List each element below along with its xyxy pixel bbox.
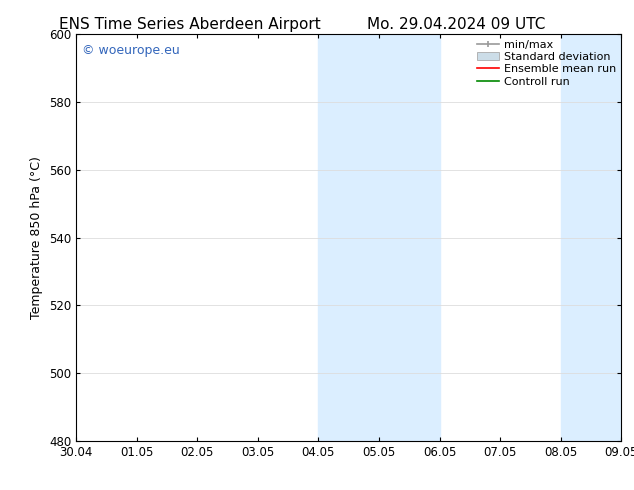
Bar [560,34,621,441]
Title: ENS Time Series Aberdeen Airport        Mo. 29.04.2024 09 UTC: ENS Time Series Aberdeen Airport Mo. 29.… [0,489,1,490]
Text: ENS Time Series Aberdeen Airport: ENS Time Series Aberdeen Airport [60,17,321,32]
Y-axis label: Temperature 850 hPa (°C): Temperature 850 hPa (°C) [30,156,43,319]
Bar [318,34,439,441]
Legend: min/max, Standard deviation, Ensemble mean run, Controll run: min/max, Standard deviation, Ensemble me… [475,38,618,89]
Text: © woeurope.eu: © woeurope.eu [82,45,179,57]
Text: Mo. 29.04.2024 09 UTC: Mo. 29.04.2024 09 UTC [367,17,546,32]
